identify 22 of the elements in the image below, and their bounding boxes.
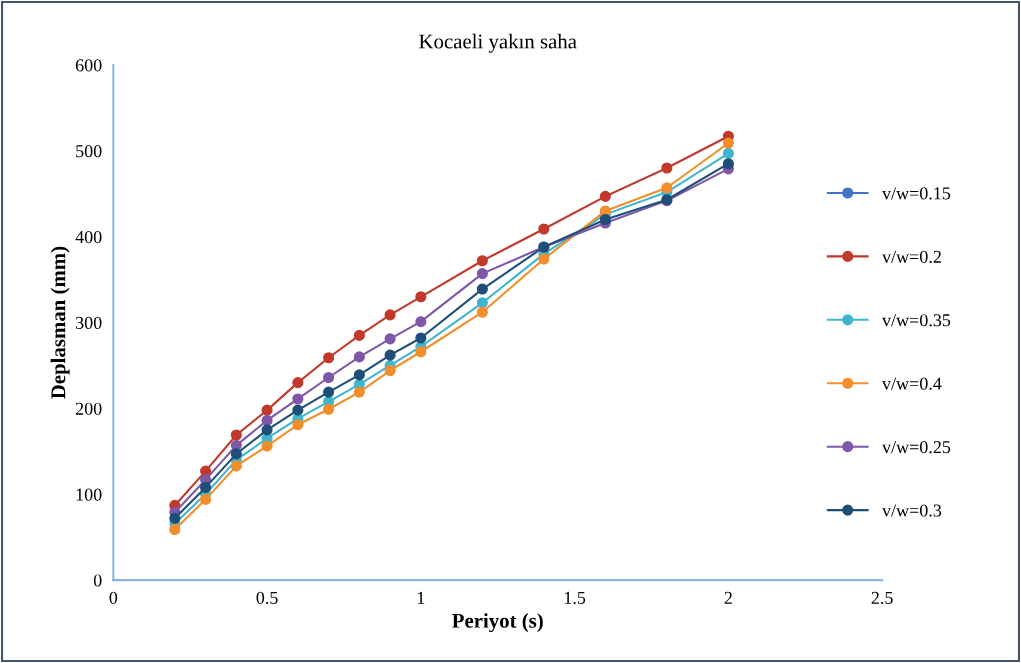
x-tick-label: 0.5 bbox=[256, 591, 278, 605]
y-tick-label: 100 bbox=[76, 488, 102, 501]
x-tick-label: 1 bbox=[417, 591, 425, 604]
x-tick-label: 2 bbox=[724, 591, 732, 604]
legend-label: v/w=0.2 bbox=[882, 250, 941, 263]
y-tick-label: 600 bbox=[75, 59, 102, 72]
y-tick-label: 400 bbox=[75, 230, 102, 244]
y-tick-label: 0 bbox=[93, 574, 102, 587]
y-tick-label: 200 bbox=[75, 402, 102, 415]
legend-label: v/w=0.25 bbox=[882, 440, 951, 454]
x-axis-title: Periyot (s) bbox=[452, 613, 543, 633]
x-tick-label: 0 bbox=[109, 591, 118, 604]
legend-label: v/w=0.3 bbox=[882, 504, 942, 517]
y-axis-title: Deplasman (mm) bbox=[50, 246, 70, 399]
legend-label: v/w=0.35 bbox=[882, 314, 951, 327]
legend-label: v/w=0.15 bbox=[882, 187, 951, 200]
y-tick-label: 300 bbox=[76, 316, 102, 329]
chart-title: Kocaeli yakın saha bbox=[419, 33, 577, 53]
x-tick-label: 2.5 bbox=[871, 591, 893, 605]
legend-label: v/w=0.4 bbox=[882, 377, 942, 390]
y-tick-label: 500 bbox=[76, 145, 102, 158]
x-tick-label: 1.5 bbox=[564, 591, 586, 605]
